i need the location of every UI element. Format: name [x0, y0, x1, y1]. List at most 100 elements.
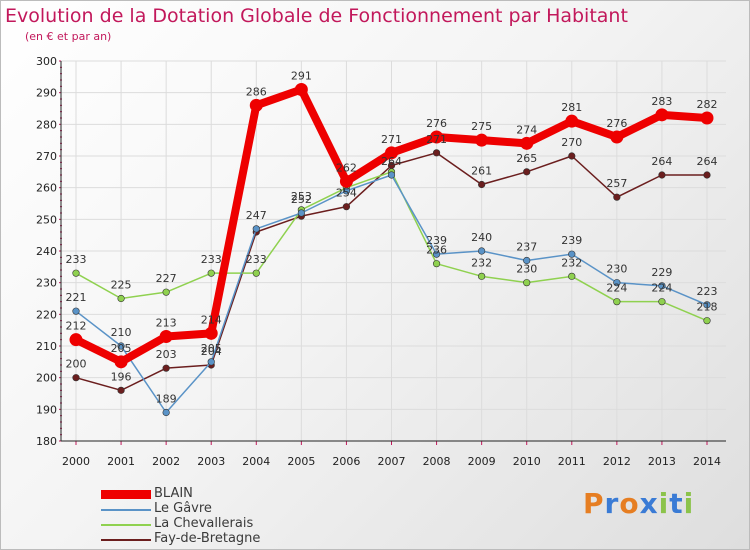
data-label-blain-2009: 275 — [471, 120, 492, 133]
data-label-fay-de-bretagne-2011: 270 — [561, 136, 582, 149]
data-label-la-chevallerais-2004: 233 — [246, 253, 267, 266]
y-tick-label-240: 240 — [36, 245, 57, 258]
x-tick-label-2007: 2007 — [378, 455, 406, 468]
legend-label-fay-de-bretagne: Fay-de-Bretagne — [154, 531, 261, 546]
data-label-fay-de-bretagne-2012: 257 — [606, 177, 627, 190]
data-label-fay-de-bretagne-2008: 271 — [426, 133, 447, 146]
data-label-blain-2001: 205 — [111, 342, 132, 355]
data-label-la-chevallerais-2000: 233 — [66, 253, 87, 266]
data-point-fay-de-bretagne-2009 — [478, 180, 486, 189]
y-tick-label-220: 220 — [36, 308, 57, 321]
y-tick-label-290: 290 — [36, 87, 57, 100]
data-label-la-chevallerais-2003: 233 — [201, 253, 222, 266]
data-point-fay-de-bretagne-2013 — [658, 171, 666, 179]
y-tick-label-230: 230 — [36, 277, 57, 290]
legend-label-le-gavre: Le Gâvre — [154, 501, 212, 516]
data-point-la-chevallerais-2010 — [523, 279, 531, 287]
data-label-fay-de-bretagne-2014: 264 — [697, 155, 718, 168]
y-tick-label-260: 260 — [36, 182, 57, 195]
x-tick-label-2008: 2008 — [423, 455, 451, 468]
data-label-la-chevallerais-2009: 232 — [471, 256, 492, 269]
legend-swatch-la-chevallerais — [101, 524, 151, 526]
data-point-fay-de-bretagne-2001 — [117, 386, 125, 394]
data-point-blain-2007 — [385, 146, 398, 160]
data-label-blain-2012: 276 — [606, 117, 627, 130]
chart-subtitle: (en € et par an) — [25, 30, 112, 43]
data-label-la-chevallerais-2010: 230 — [516, 263, 537, 276]
data-point-blain-2010 — [520, 136, 534, 150]
data-point-le-gavre-2004 — [252, 225, 260, 233]
data-point-le-gavre-2000 — [72, 307, 80, 315]
y-tick-label-250: 250 — [36, 213, 57, 226]
data-point-le-gavre-2001 — [117, 342, 125, 350]
y-tick-label-200: 200 — [36, 372, 57, 385]
data-label-la-chevallerais-2002: 227 — [156, 272, 177, 285]
data-point-fay-de-bretagne-2012 — [613, 193, 621, 201]
data-label-blain-2006: 262 — [336, 161, 357, 174]
x-tick-label-2011: 2011 — [558, 455, 586, 468]
data-point-fay-de-bretagne-2002 — [162, 364, 170, 372]
x-tick-label-2013: 2013 — [648, 455, 676, 468]
x-tick-label-2002: 2002 — [152, 455, 180, 468]
y-tick-label-180: 180 — [36, 435, 57, 448]
x-tick-label-2005: 2005 — [287, 455, 315, 468]
data-point-la-chevallerais-2013 — [658, 298, 666, 306]
x-tick-label-2010: 2010 — [513, 455, 541, 468]
data-label-fay-de-bretagne-2003: 204 — [201, 345, 222, 358]
data-label-fay-de-bretagne-2010: 265 — [516, 152, 537, 165]
data-label-la-chevallerais-2011: 232 — [561, 256, 582, 269]
legend-label-blain: BLAIN — [154, 486, 193, 501]
data-point-blain-2009 — [475, 133, 489, 147]
data-label-le-gavre-2004: 247 — [246, 209, 267, 222]
legend-swatch-le-gavre — [101, 509, 151, 511]
data-point-blain-2013 — [655, 108, 669, 122]
data-label-blain-2004: 286 — [246, 85, 267, 98]
data-point-fay-de-bretagne-2010 — [523, 168, 531, 176]
data-point-blain-2002 — [159, 330, 173, 343]
data-point-le-gavre-2010 — [523, 256, 531, 265]
data-label-blain-2005: 291 — [291, 70, 312, 83]
data-label-la-chevallerais-2014: 218 — [697, 301, 718, 314]
data-point-blain-2001 — [114, 355, 128, 369]
data-label-la-chevallerais-2012: 224 — [606, 282, 627, 295]
data-point-la-chevallerais-2002 — [162, 288, 170, 296]
data-point-fay-de-bretagne-2011 — [568, 152, 576, 160]
x-tick-label-2006: 2006 — [332, 455, 360, 468]
data-label-la-chevallerais-2013: 224 — [651, 282, 672, 295]
data-point-la-chevallerais-2000 — [72, 269, 80, 277]
data-point-le-gavre-2011 — [568, 250, 576, 258]
data-label-le-gavre-2000: 221 — [66, 291, 87, 304]
data-point-blain-2014 — [700, 111, 714, 125]
data-label-le-gavre-2001: 210 — [111, 326, 132, 339]
data-point-blain-2006 — [339, 174, 353, 188]
y-tick-label-300: 300 — [36, 55, 57, 68]
data-point-blain-2011 — [565, 114, 579, 128]
data-point-blain-2004 — [249, 98, 263, 112]
data-point-le-gavre-2002 — [162, 408, 170, 417]
data-label-fay-de-bretagne-2009: 261 — [471, 165, 492, 178]
y-tick-label-190: 190 — [36, 403, 57, 416]
data-point-la-chevallerais-2001 — [117, 294, 125, 303]
data-label-blain-2011: 281 — [561, 101, 582, 114]
data-point-la-chevallerais-2009 — [478, 272, 486, 280]
data-label-le-gavre-2011: 239 — [561, 234, 582, 247]
data-label-blain-2010: 274 — [516, 123, 537, 136]
data-point-le-gavre-2009 — [478, 247, 486, 255]
data-point-le-gavre-2012 — [613, 279, 621, 287]
data-label-blain-2000: 212 — [66, 320, 87, 333]
data-point-blain-2000 — [69, 333, 83, 347]
data-label-fay-de-bretagne-2002: 203 — [156, 348, 177, 361]
x-tick-label-2014: 2014 — [693, 455, 721, 468]
data-label-le-gavre-2002: 189 — [156, 393, 177, 406]
data-point-fay-de-bretagne-2014 — [703, 171, 711, 179]
data-label-le-gavre-2012: 230 — [606, 263, 627, 276]
data-label-blain-2007: 271 — [381, 133, 402, 146]
data-point-blain-2012 — [610, 130, 624, 144]
data-label-fay-de-bretagne-2013: 264 — [651, 155, 672, 168]
data-label-blain-2014: 282 — [697, 98, 718, 111]
data-point-blain-2003 — [204, 326, 218, 340]
data-point-la-chevallerais-2014 — [703, 317, 711, 325]
data-label-fay-de-bretagne-2001: 196 — [111, 370, 132, 383]
data-label-le-gavre-2008: 239 — [426, 234, 447, 247]
data-label-la-chevallerais-2008: 236 — [426, 244, 447, 257]
